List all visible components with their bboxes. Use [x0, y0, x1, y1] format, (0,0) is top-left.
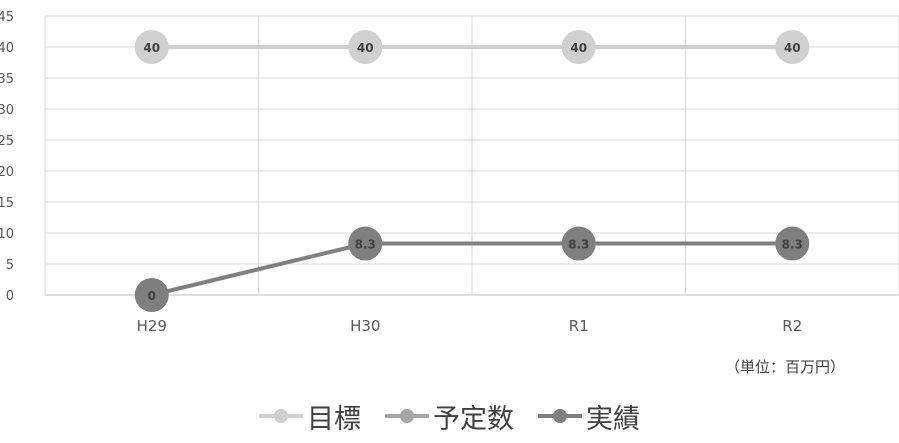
data-label: 8.3: [782, 238, 803, 252]
data-point: [134, 278, 169, 312]
legend-label-actual: 実績: [586, 403, 640, 435]
unit-note: （単位：百万円）: [725, 358, 846, 376]
data-point: [134, 30, 169, 64]
data-label: 8.3: [568, 238, 589, 252]
y-tick-label: 35: [0, 72, 14, 87]
legend: 目標 予定数 実績: [0, 396, 899, 436]
y-tick-label: 20: [0, 165, 14, 180]
y-tick-label: 25: [0, 134, 14, 149]
y-tick-label: 40: [0, 41, 14, 56]
data-point: [775, 30, 810, 64]
y-tick-label: 15: [0, 196, 14, 211]
data-point: [561, 226, 596, 261]
data-point: [775, 226, 810, 261]
legend-item-actual: 実績: [538, 397, 640, 436]
x-tick-label: H30: [350, 317, 380, 335]
legend-label-target: 目標: [307, 403, 361, 435]
x-tick-label: H29: [137, 317, 167, 335]
data-point: [348, 226, 383, 261]
legend-item-planned: 予定数: [385, 397, 514, 436]
data-label: 40: [570, 41, 587, 55]
data-label: 40: [143, 41, 160, 55]
legend-marker-actual: [538, 409, 582, 423]
series-line-2: [151, 241, 793, 297]
x-tick-label: R1: [569, 317, 589, 335]
data-label: 40: [357, 41, 374, 55]
y-tick-label: 30: [0, 103, 14, 118]
y-tick-label: 5: [6, 258, 14, 273]
legend-item-target: 目標: [259, 397, 361, 436]
data-label: 0: [148, 289, 156, 303]
x-tick-label: R2: [782, 317, 802, 335]
data-label: 40: [784, 41, 801, 55]
y-tick-label: 10: [0, 227, 14, 242]
legend-label-planned: 予定数: [433, 403, 514, 435]
y-tick-label: 45: [0, 10, 14, 25]
data-label: 8.3: [355, 238, 376, 252]
y-tick-label: 0: [6, 289, 14, 304]
data-point: [348, 30, 383, 64]
line-chart: 0 5 10 15 20 25 30 35 40 45 H29 H30 R1 R2 40 40 40 40 0 8.3…: [0, 10, 899, 335]
legend-marker-target: [259, 409, 303, 423]
legend-marker-planned: [385, 409, 429, 423]
data-point: [561, 30, 596, 64]
